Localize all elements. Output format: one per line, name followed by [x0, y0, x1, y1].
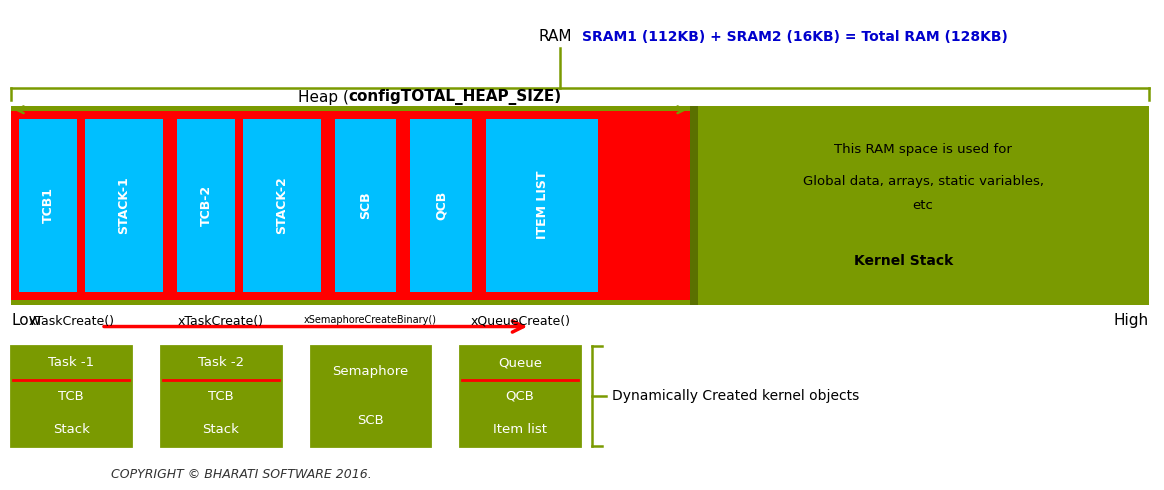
Text: Stack: Stack	[52, 423, 90, 436]
Text: Low: Low	[12, 313, 42, 328]
Text: ITEM LIST: ITEM LIST	[535, 171, 548, 240]
Text: Global data, arrays, static variables,: Global data, arrays, static variables,	[803, 175, 1044, 188]
Text: This RAM space is used for: This RAM space is used for	[835, 143, 1013, 156]
Text: STACK-1: STACK-1	[118, 176, 130, 234]
Text: xQueueCreate(): xQueueCreate()	[470, 315, 570, 328]
Text: Semaphore: Semaphore	[333, 365, 409, 378]
Text: Kernel Stack: Kernel Stack	[853, 254, 953, 268]
Text: configTOTAL_HEAP_SIZE): configTOTAL_HEAP_SIZE)	[348, 89, 562, 105]
Text: etc: etc	[913, 199, 934, 212]
Text: COPYRIGHT © BHARATI SOFTWARE 2016.: COPYRIGHT © BHARATI SOFTWARE 2016.	[111, 467, 371, 481]
Bar	[12, 106, 1149, 305]
Text: TCB1: TCB1	[42, 187, 55, 223]
Text: xSemaphoreCreateBinary(): xSemaphoreCreateBinary()	[304, 315, 436, 324]
Text: TCB-2: TCB-2	[199, 185, 212, 226]
Bar	[460, 346, 580, 446]
Text: Dynamically Created kernel objects: Dynamically Created kernel objects	[612, 389, 859, 403]
Bar	[177, 119, 235, 292]
Bar	[161, 346, 281, 446]
Bar	[487, 119, 598, 292]
Text: TCB: TCB	[58, 390, 84, 403]
Text: Item list: Item list	[494, 423, 547, 436]
Text: High: High	[1114, 313, 1149, 328]
Text: Queue: Queue	[498, 357, 542, 369]
Text: Task -2: Task -2	[198, 357, 244, 369]
Bar	[334, 119, 397, 292]
Text: Heap (: Heap (	[298, 90, 348, 105]
Text: SCB: SCB	[359, 192, 372, 219]
Bar	[243, 119, 320, 292]
Text: Task -1: Task -1	[48, 357, 94, 369]
Text: STACK-2: STACK-2	[275, 176, 289, 234]
Bar	[690, 106, 697, 305]
Text: TCB: TCB	[208, 390, 234, 403]
Bar	[12, 346, 132, 446]
Text: RAM: RAM	[538, 29, 572, 44]
Bar	[85, 119, 163, 292]
Text: SRAM1 (112KB) + SRAM2 (16KB) = Total RAM (128KB): SRAM1 (112KB) + SRAM2 (16KB) = Total RAM…	[582, 30, 1008, 44]
Text: QCB: QCB	[505, 390, 534, 403]
Bar	[20, 119, 77, 292]
Text: Stack: Stack	[203, 423, 240, 436]
Text: QCB: QCB	[435, 191, 448, 220]
Text: SCB: SCB	[357, 415, 384, 427]
Text: xTaskCreate(): xTaskCreate()	[178, 315, 264, 328]
Bar	[311, 346, 431, 446]
Bar	[411, 119, 473, 292]
Text: xTaskCreate(): xTaskCreate()	[28, 315, 114, 328]
Bar	[12, 111, 690, 300]
